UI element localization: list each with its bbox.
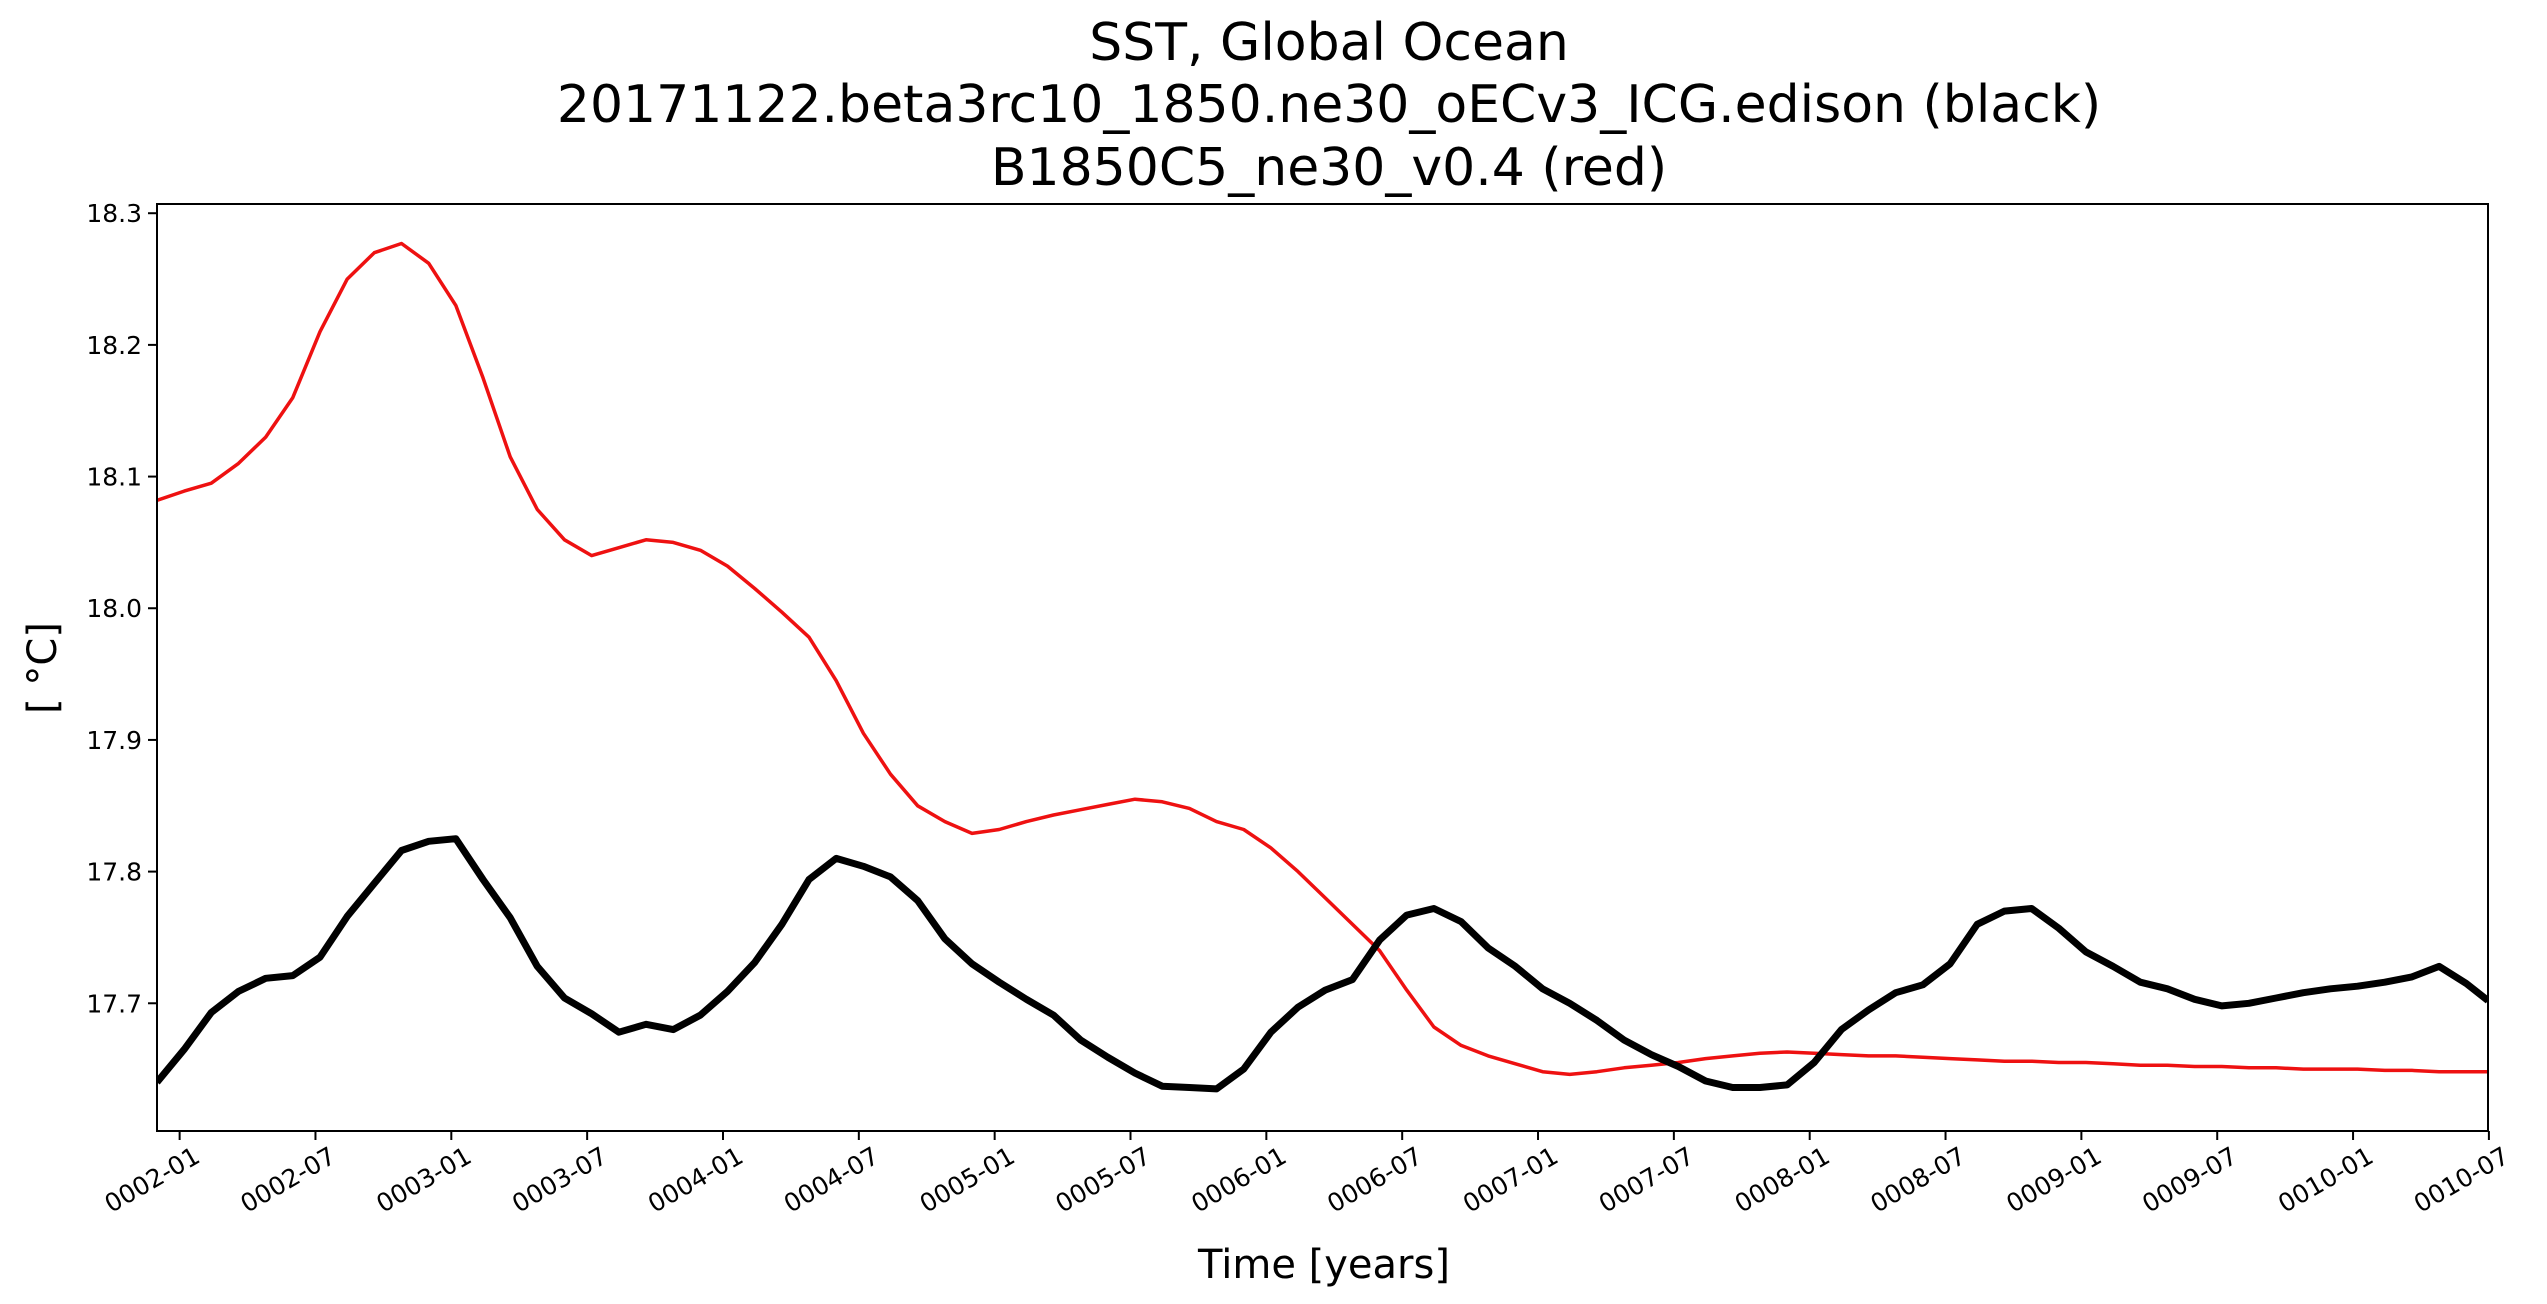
y-tick-label: 18.2 — [86, 331, 142, 360]
plot-frame — [156, 203, 2489, 1132]
x-tick-label: 0007-01 — [1458, 1141, 1563, 1218]
x-axis-label: Time [years] — [1197, 1242, 1450, 1288]
x-tick-label: 0009-07 — [2137, 1141, 2242, 1218]
y-tick-label: 18.0 — [86, 594, 142, 623]
x-tick-label: 0009-01 — [2001, 1141, 2106, 1218]
x-tick-label: 0010-07 — [2409, 1141, 2514, 1218]
series-line-red — [157, 241, 2488, 1077]
chart-title: SST, Global Ocean 20171122.beta3rc10_185… — [557, 13, 2101, 198]
x-tick-label: 0004-07 — [779, 1141, 884, 1218]
x-tick-label: 0006-01 — [1186, 1141, 1291, 1218]
x-tick-label: 0008-01 — [1730, 1141, 1835, 1218]
y-tick-label: 18.3 — [86, 199, 142, 228]
x-axis: 0002-01 0002-07 0003-01 0003-07 0004-01 0004-… — [100, 1131, 2514, 1218]
x-tick-label: 0003-01 — [371, 1141, 476, 1218]
x-tick-label: 0008-07 — [1866, 1141, 1971, 1218]
x-tick-label: 0005-07 — [1051, 1141, 1156, 1218]
y-tick-label: 17.7 — [86, 989, 142, 1018]
title-line-3: B1850C5_ne30_v0.4 (red) — [991, 138, 1667, 198]
x-tick-label: 0010-01 — [2273, 1141, 2378, 1218]
x-tick-label: 0005-01 — [915, 1141, 1020, 1218]
series-group — [157, 241, 2488, 1093]
title-line-1: SST, Global Ocean — [1089, 13, 1569, 73]
y-axis: 17.7 17.8 17.9 18.0 18.1 18.2 18.3 — [86, 199, 157, 1018]
series-line-black — [157, 835, 2488, 1093]
y-tick-label: 17.8 — [86, 858, 142, 887]
y-tick-label: 18.1 — [86, 463, 142, 492]
y-axis-label: [ °C] — [20, 622, 66, 714]
x-tick-label: 0002-07 — [236, 1141, 341, 1218]
x-tick-label: 0003-07 — [507, 1141, 612, 1218]
x-tick-label: 0007-07 — [1594, 1141, 1699, 1218]
title-line-2: 20171122.beta3rc10_1850.ne30_oECv3_ICG.e… — [557, 75, 2101, 135]
x-tick-label: 0002-01 — [100, 1141, 205, 1218]
x-tick-label: 0006-07 — [1322, 1141, 1427, 1218]
y-tick-label: 17.9 — [86, 726, 142, 755]
x-tick-label: 0004-01 — [643, 1141, 748, 1218]
